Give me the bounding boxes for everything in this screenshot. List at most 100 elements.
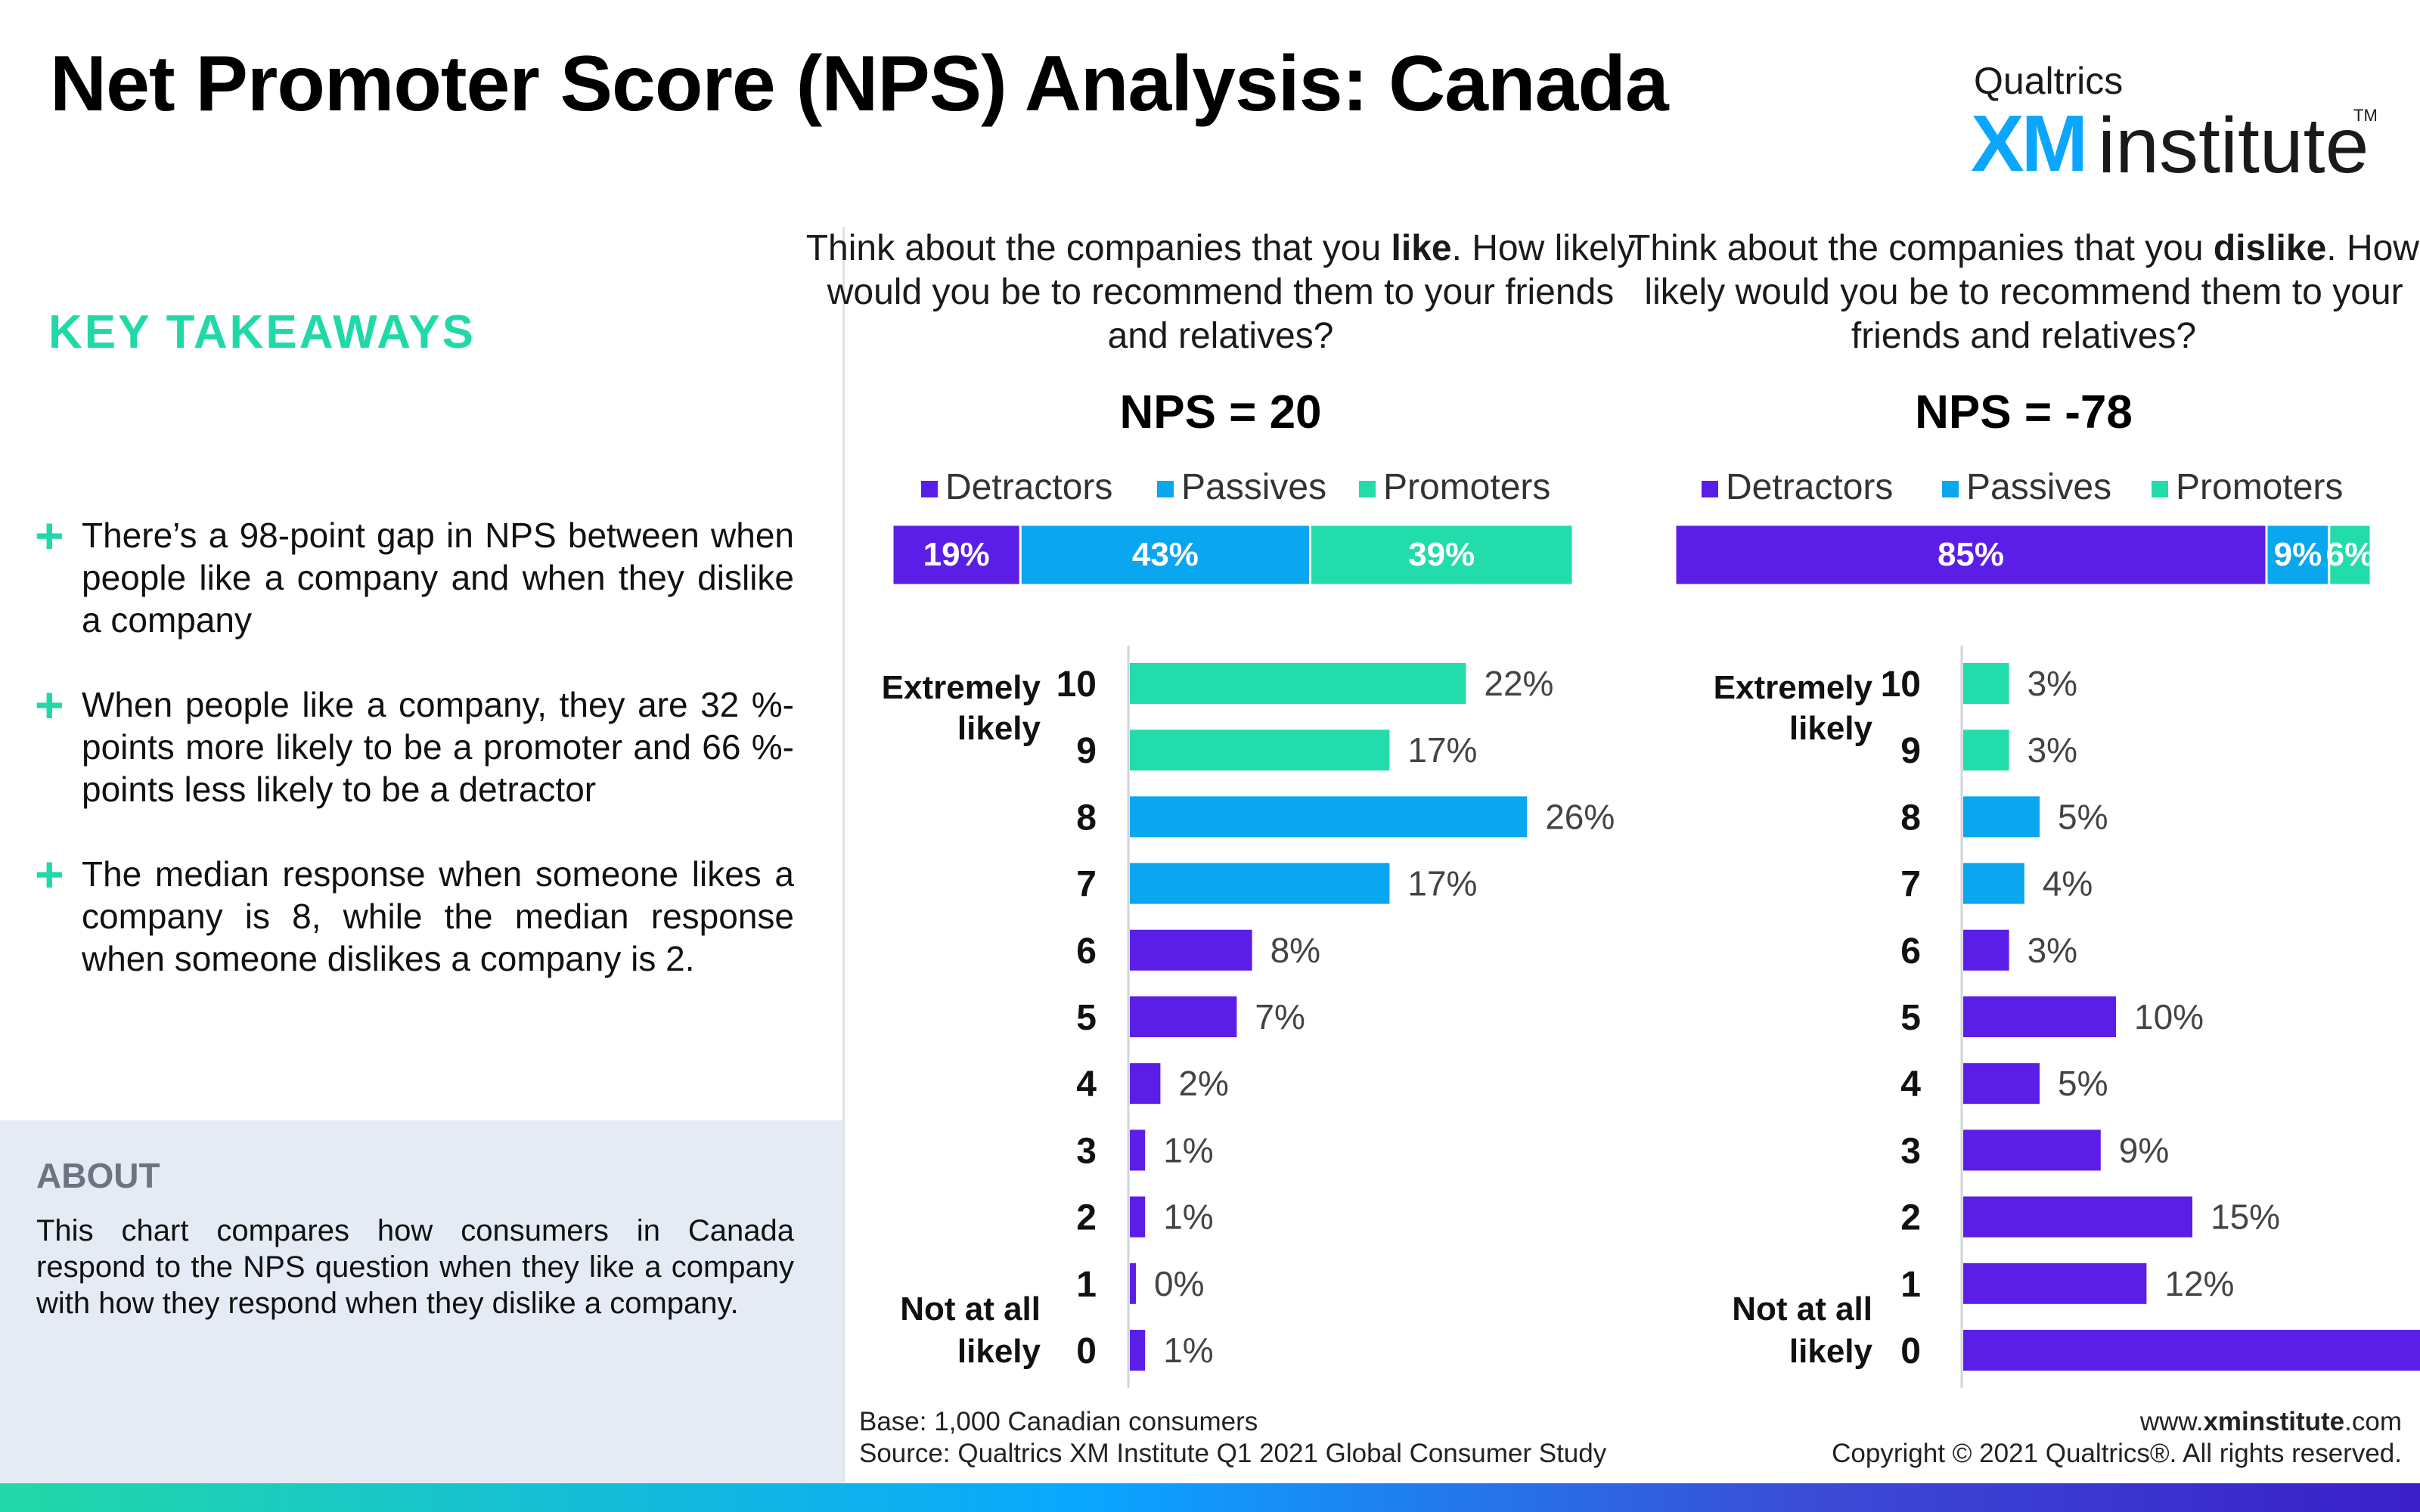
chart-like-tick-label-2: 2 <box>1076 1198 1097 1238</box>
chart-dislike-bar-4 <box>1963 1063 2040 1105</box>
chart-like-stacked-label-detractors: 19% <box>923 536 990 573</box>
footer-source: Base: 1,000 Canadian consumers Source: Q… <box>859 1406 1606 1470</box>
logo-qualtrics-text: Qualtrics <box>1974 60 2124 102</box>
chart-like-legend-swatch-promoters <box>1359 481 1376 497</box>
chart-like-legend-swatch-passives <box>1157 481 1174 497</box>
chart-dislike-bar-8 <box>1963 796 2040 838</box>
question-like-post: . How likely would you be to recommend t… <box>827 228 1636 356</box>
chart-dislike-stacked-label-passives: 9% <box>2274 536 2322 573</box>
takeaway-text: There’s a 98-point gap in NPS between wh… <box>82 516 794 640</box>
logo-trademark: TM <box>2353 106 2378 125</box>
chart-dislike-stacked-segment-passives <box>2265 523 2331 587</box>
chart-like-top-descriptor-line2: likely <box>957 710 1041 747</box>
about-heading: ABOUT <box>36 1156 160 1195</box>
chart-dislike-stacked-segment-promoters <box>2328 523 2372 587</box>
chart-dislike-legend-swatch-passives <box>1942 481 1959 497</box>
chart-dislike-tick-label-8: 8 <box>1900 798 1921 838</box>
takeaway-text: When people like a company, they are 32 … <box>82 685 794 809</box>
chart-dislike-tick-label-10: 10 <box>1881 665 1921 705</box>
chart-like-value-label-4: 2% <box>1178 1064 1228 1103</box>
chart-dislike-tick-label-3: 3 <box>1900 1131 1921 1171</box>
chart-dislike-bar-5 <box>1963 996 2116 1037</box>
chart-like-legend-label-promoters: Promoters <box>1383 467 1550 507</box>
plus-icon: + <box>35 507 64 563</box>
footer-url-bold: xminstitute <box>2203 1407 2345 1436</box>
panel-divider <box>842 227 845 1482</box>
chart-dislike-value-label-6: 3% <box>2028 931 2077 970</box>
footer-source-text: Source: Qualtrics XM Institute Q1 2021 G… <box>859 1439 1607 1468</box>
chart-dislike-tick-label-0: 0 <box>1900 1331 1921 1371</box>
chart-like-value-label-1: 0% <box>1154 1264 1204 1303</box>
chart-dislike-stacked-label-detractors: 85% <box>1938 536 2004 573</box>
chart-dislike-value-label-2: 15% <box>2211 1198 2280 1237</box>
question-like: Think about the companies that you like.… <box>805 227 1637 358</box>
chart-dislike-value-label-3: 9% <box>2119 1130 2169 1170</box>
chart-dislike-tick-label-4: 4 <box>1900 1064 1921 1105</box>
chart-like-tick-label-3: 3 <box>1076 1131 1097 1171</box>
chart-dislike-bottom-descriptor-line2: likely <box>1789 1333 1873 1370</box>
chart-dislike-tick-label-5: 5 <box>1900 998 1921 1038</box>
chart-dislike-tick-label-1: 1 <box>1900 1265 1921 1305</box>
chart-like-tick-label-9: 9 <box>1076 731 1097 771</box>
chart-dislike-top-descriptor-line1: Extremely <box>1714 669 1873 706</box>
chart-like-bar-2 <box>1130 1196 1146 1238</box>
chart-like-tick-label-8: 8 <box>1076 798 1097 838</box>
chart-dislike-top-descriptor-line2: likely <box>1789 710 1873 747</box>
chart-dislike-bar-3 <box>1963 1129 2101 1171</box>
question-like-pre: Think about the companies that you <box>805 228 1392 268</box>
chart-like-tick-label-4: 4 <box>1076 1064 1097 1105</box>
plus-icon: + <box>35 677 64 733</box>
footer-url-pre: www. <box>2139 1407 2204 1436</box>
chart-like-tick-label-6: 6 <box>1076 931 1097 971</box>
question-dislike-post: . How likely would you be to recommend t… <box>1644 228 2419 356</box>
chart-like-legend-swatch-detractors <box>921 481 938 497</box>
chart-like-tick-label-10: 10 <box>1056 665 1097 705</box>
takeaway-text: The median response when someone likes a… <box>82 854 794 978</box>
chart-dislike-legend-label-detractors: Detractors <box>1726 467 1893 507</box>
chart-like-bar-6 <box>1130 929 1252 971</box>
chart-like-bar-9 <box>1130 730 1390 771</box>
chart-like-tick-label-1: 1 <box>1076 1265 1097 1305</box>
chart-like-value-label-2: 1% <box>1163 1198 1213 1237</box>
takeaway-item-2: + When people like a company, they are 3… <box>35 677 794 810</box>
chart-dislike-tick-label-9: 9 <box>1900 731 1921 771</box>
chart-dislike-value-label-7: 4% <box>2043 864 2093 903</box>
about-text: This chart compares how consumers in Can… <box>36 1214 794 1320</box>
chart-dislike-bar-9 <box>1963 730 2009 771</box>
chart-dislike-stacked-label-promoters: 6% <box>2326 536 2375 573</box>
chart-dislike-bottom-descriptor-line1: Not at all <box>1732 1290 1872 1328</box>
chart-dislike-tick-label-7: 7 <box>1900 865 1921 905</box>
chart-like-bar-1 <box>1130 1263 1136 1304</box>
chart-dislike-bar-10 <box>1963 663 2009 704</box>
chart-like-bar-0 <box>1130 1330 1146 1371</box>
footer-url[interactable]: www.xminstitute.com <box>1832 1406 2402 1438</box>
chart-like-bar-3 <box>1130 1129 1146 1171</box>
question-dislike-pre: Think about the companies that you <box>1628 228 2214 268</box>
chart-dislike-legend-label-passives: Passives <box>1966 467 2111 507</box>
chart-like-bar-7 <box>1130 863 1390 904</box>
key-takeaways-heading: KEY TAKEAWAYS <box>48 306 476 358</box>
question-dislike-bold: dislike <box>2213 228 2327 268</box>
logo-xm-text: XM <box>1971 99 2088 188</box>
chart-like-stacked-segment-promoters <box>1308 523 1575 587</box>
takeaway-item-1: + There’s a 98-point gap in NPS between … <box>35 507 794 641</box>
nps-like: NPS = 20 <box>1119 386 1322 438</box>
chart-like-bar-8 <box>1130 796 1528 838</box>
chart-dislike-legend-swatch-promoters <box>2152 481 2168 497</box>
chart-dislike-value-label-9: 3% <box>2028 730 2077 770</box>
chart-like-legend-label-passives: Passives <box>1181 467 1326 507</box>
chart-dislike-value-label-10: 3% <box>2028 664 2077 703</box>
chart-like-top-descriptor-line1: Extremely <box>882 669 1041 706</box>
footer-copyright: www.xminstitute.com Copyright © 2021 Qua… <box>1832 1406 2402 1470</box>
question-like-bold: like <box>1391 228 1452 268</box>
chart-like-value-label-3: 1% <box>1163 1130 1213 1170</box>
chart-dislike-value-label-8: 5% <box>2058 797 2108 836</box>
chart-dislike-bar-7 <box>1963 863 2024 904</box>
chart-like-stacked-label-passives: 43% <box>1132 536 1199 573</box>
chart-dislike-value-label-4: 5% <box>2058 1064 2108 1103</box>
chart-dislike-legend-swatch-detractors <box>1702 481 1718 497</box>
chart-like-value-label-8: 26% <box>1545 797 1615 836</box>
question-dislike: Think about the companies that you disli… <box>1608 227 2420 358</box>
chart-like-tick-label-0: 0 <box>1076 1331 1097 1371</box>
footer-copyright-text: Copyright © 2021 Qualtrics®. All rights … <box>1832 1439 2402 1468</box>
